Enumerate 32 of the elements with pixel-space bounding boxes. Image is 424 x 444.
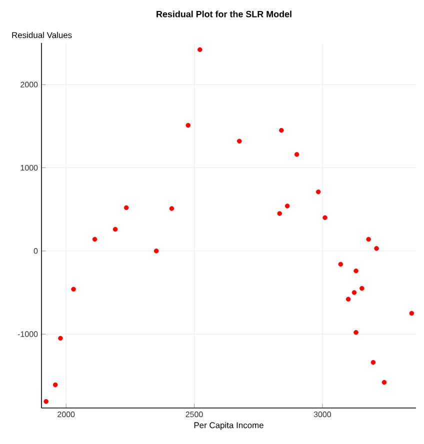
point (338, 262, 344, 267)
point (354, 330, 358, 335)
point (52, 382, 58, 388)
point (316, 189, 321, 194)
point (374, 246, 379, 251)
point (370, 360, 376, 365)
point (382, 380, 387, 385)
point (322, 215, 328, 220)
chart-title: Residual Plot for the SLR Model (156, 10, 292, 18)
y-axis-title: Residual Values (12, 32, 72, 38)
point (352, 290, 357, 295)
point (58, 336, 63, 341)
point (124, 205, 129, 210)
point (294, 152, 300, 157)
point (112, 226, 118, 232)
point (409, 310, 414, 316)
point (186, 122, 191, 128)
point (346, 296, 351, 302)
point (169, 206, 174, 211)
point (198, 47, 202, 52)
point (154, 248, 159, 254)
point (284, 204, 290, 208)
x-axis-title: Per Capita Income (194, 422, 264, 430)
point (236, 138, 242, 144)
point (277, 211, 282, 216)
point (360, 286, 364, 291)
point (279, 128, 284, 133)
point (366, 236, 371, 242)
point (44, 399, 49, 404)
point (71, 286, 76, 292)
point (354, 268, 358, 274)
point (92, 236, 98, 242)
